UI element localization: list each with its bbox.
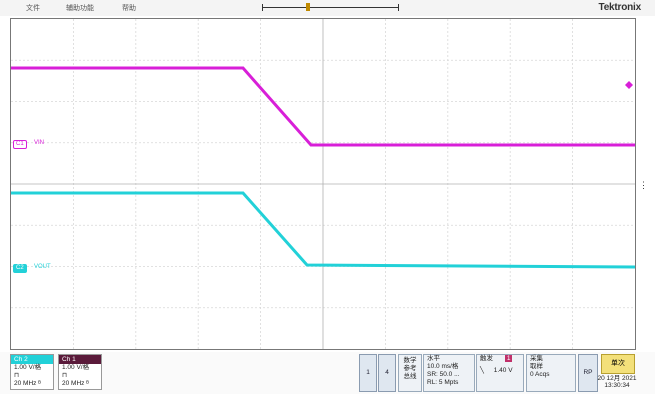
waveform-display[interactable]: C1 VIN C2 VOUT: [10, 18, 636, 350]
trigger-title: 触发 1: [480, 355, 513, 362]
ch2-label: VOUT: [34, 264, 51, 270]
brand-logo: Tektronix: [598, 2, 642, 13]
math-ref-bus-button[interactable]: 数学 参考 总线: [398, 354, 422, 392]
status-bar: Ch 2 1.00 V/格 ⊓ 20 MHz ᴮ Ch 1 1.00 V/格 ⊓…: [0, 352, 655, 394]
side-menu-handle[interactable]: ⋮: [639, 180, 648, 190]
ch1-bandwidth: 20 MHz ᴮ: [62, 380, 89, 387]
horizontal-title: 水平: [427, 355, 440, 362]
channel-3-button[interactable]: 1: [359, 354, 377, 392]
ch2-coupling: ⊓: [14, 372, 20, 379]
channel-4-button[interactable]: 4: [378, 354, 396, 392]
ref-label: 参考: [403, 365, 417, 372]
sample-rate: SR: 50.0 ...: [427, 371, 460, 378]
trigger-level-marker: [625, 81, 633, 89]
vout-trace: [11, 191, 635, 269]
single-button[interactable]: 单次: [601, 354, 635, 374]
trigger-position-marker[interactable]: [306, 3, 310, 11]
menu-file[interactable]: 文件: [26, 5, 40, 12]
date: 20 12月 2021: [597, 375, 637, 382]
record-length: RL: 5 Mpts: [427, 379, 459, 386]
graticule: [11, 19, 635, 349]
menu-utility[interactable]: 辅助功能: [66, 5, 94, 12]
trigger-slope-icon: ╲: [480, 367, 484, 374]
math-label: 数学: [403, 357, 417, 364]
ch1-ground-marker[interactable]: C1: [13, 140, 27, 149]
ch1-settings-badge[interactable]: Ch 1 1.00 V/格 ⊓ 20 MHz ᴮ: [58, 354, 102, 390]
horizontal-scale: 10.0 ms/格: [427, 363, 459, 370]
vin-trace: [11, 66, 635, 147]
record-left-cap: [262, 4, 263, 11]
acquire-mode: 取样: [530, 363, 543, 370]
ch2-scale: 1.00 V/格: [14, 364, 42, 371]
rp-button[interactable]: RP: [578, 354, 598, 392]
acquire-count: 0 Acqs: [530, 371, 550, 378]
trigger-source: 1: [504, 355, 513, 362]
bus-label: 总线: [403, 373, 417, 380]
ch2-ground-marker[interactable]: C2: [13, 264, 27, 273]
record-view-bar: [262, 7, 398, 8]
date-time: 20 12月 2021 13:30:34: [597, 375, 637, 389]
acquire-panel[interactable]: 采集 取样 0 Acqs: [526, 354, 576, 392]
ch2-settings-badge[interactable]: Ch 2 1.00 V/格 ⊓ 20 MHz ᴮ: [10, 354, 54, 390]
record-right-cap: [398, 4, 399, 11]
ch1-title: Ch 1: [59, 355, 101, 364]
menu-help[interactable]: 帮助: [122, 5, 136, 12]
ch1-label: VIN: [34, 140, 45, 146]
horizontal-panel[interactable]: 水平 10.0 ms/格 SR: 50.0 ... RL: 5 Mpts: [423, 354, 475, 392]
acquire-title: 采集: [530, 355, 543, 362]
menu-bar: 文件 辅助功能 帮助 Tektronix: [0, 0, 655, 16]
ch1-coupling: ⊓: [62, 372, 68, 379]
trigger-panel[interactable]: 触发 1 ╲ 1.40 V: [476, 354, 524, 392]
trigger-level-row: ╲ 1.40 V: [477, 363, 523, 375]
ch1-scale: 1.00 V/格: [62, 364, 90, 371]
time: 13:30:34: [604, 382, 630, 389]
ch2-bandwidth: 20 MHz ᴮ: [14, 380, 41, 387]
ch2-title: Ch 2: [11, 355, 53, 364]
trigger-level: 1.40 V: [493, 367, 513, 374]
